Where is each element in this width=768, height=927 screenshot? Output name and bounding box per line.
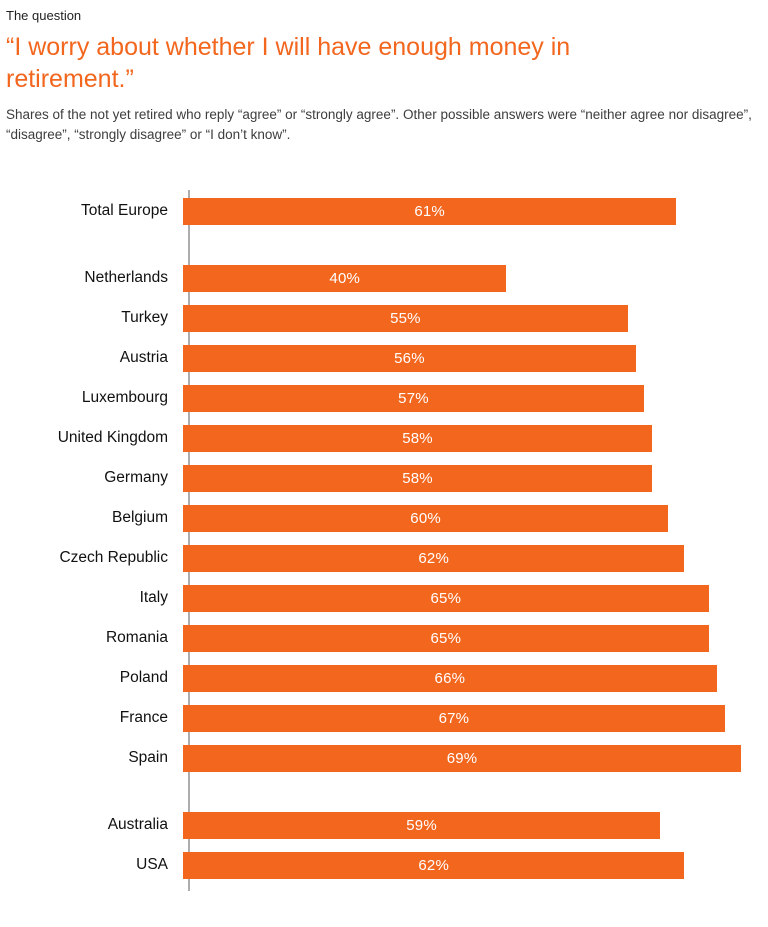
bar-track: 56% [183, 344, 741, 372]
bar-value-label: 62% [418, 856, 449, 874]
category-label: Australia [107, 816, 168, 833]
bar-track: 66% [183, 664, 741, 692]
bar-track: 57% [183, 384, 741, 412]
bar-row: Romania 65% [6, 624, 760, 652]
bar-group-european-countries: Netherlands 40% Turkey 55% Austria 56% Luxembo… [6, 264, 760, 772]
chart-subtitle: Shares of the not yet retired who reply … [6, 107, 752, 143]
bar-track: 55% [183, 304, 741, 332]
bar-value-label: 66% [434, 669, 466, 687]
bar: 62% [183, 544, 685, 572]
bar-row: Total Europe 61% [6, 197, 760, 225]
category-label: France [119, 709, 168, 726]
bar-value-label: 62% [418, 549, 449, 567]
bar-track: 40% [183, 264, 741, 292]
bar-row: France 67% [6, 704, 760, 732]
category-label: Romania [105, 629, 168, 646]
bar-row: Luxembourg 57% [6, 384, 760, 412]
bar-track: 58% [183, 424, 741, 452]
bar-track: 61% [183, 197, 741, 225]
bar-value-label: 58% [402, 429, 433, 447]
bar: 58% [183, 464, 653, 492]
bar: 56% [183, 344, 636, 372]
bar: 59% [183, 811, 661, 839]
bar-track: 67% [183, 704, 741, 732]
bar-value-label: 59% [406, 816, 437, 834]
bar-value-label: 65% [430, 589, 462, 607]
category-label: Poland [119, 669, 168, 686]
category-label: USA [136, 856, 168, 873]
bar: 65% [183, 624, 709, 652]
bar: 55% [183, 304, 628, 332]
bar-track: 60% [183, 504, 741, 532]
bar-track: 59% [183, 811, 741, 839]
bar-row: Italy 65% [6, 584, 760, 612]
bar-value-label: 58% [402, 469, 433, 487]
bar-track: 58% [183, 464, 741, 492]
bar-value-label: 57% [398, 389, 429, 407]
bar-row: United Kingdom 58% [6, 424, 760, 452]
category-label: Spain [128, 749, 168, 766]
bar: 69% [183, 744, 741, 772]
category-label: Luxembourg [81, 389, 168, 406]
bar-row: Germany 58% [6, 464, 760, 492]
bar-row: Turkey 55% [6, 304, 760, 332]
bar-group-non-european-countries: Australia 59% USA 62% [6, 811, 760, 879]
bar-row: Czech Republic 62% [6, 544, 760, 572]
bar-track: 62% [183, 851, 741, 879]
bar-track: 69% [183, 744, 741, 772]
bar-chart: Total Europe 61% Netherlands 40% Turkey 55% Au… [6, 189, 760, 891]
bar: 61% [183, 197, 677, 225]
bar-value-label: 65% [430, 629, 462, 647]
bar-row: Austria 56% [6, 344, 760, 372]
bar-row: Spain 69% [6, 744, 760, 772]
y-axis-line [188, 189, 190, 891]
category-label: Turkey [121, 309, 168, 326]
bar-track: 62% [183, 544, 741, 572]
bar: 66% [183, 664, 717, 692]
chart-title: “I worry about whether I will have enoug… [6, 33, 571, 93]
bar-value-label: 40% [329, 269, 361, 287]
bar-value-label: 60% [410, 509, 441, 527]
bar-row: USA 62% [6, 851, 760, 879]
bar-group-total: Total Europe 61% [6, 197, 760, 225]
bar-track: 65% [183, 624, 741, 652]
bar: 58% [183, 424, 653, 452]
category-label: Italy [139, 589, 168, 606]
category-label: Czech Republic [59, 549, 168, 566]
category-label: Germany [104, 469, 168, 486]
category-label: United Kingdom [57, 429, 168, 446]
bar-value-label: 55% [390, 309, 421, 327]
bar: 62% [183, 851, 685, 879]
bar: 60% [183, 504, 669, 532]
category-label: Netherlands [84, 269, 168, 286]
category-label: Total Europe [80, 202, 168, 219]
eyebrow-label: The question [6, 8, 82, 23]
bar: 65% [183, 584, 709, 612]
category-label: Belgium [112, 509, 168, 526]
bar-value-label: 67% [438, 709, 470, 727]
bar-row: Poland 66% [6, 664, 760, 692]
bar-row: Australia 59% [6, 811, 760, 839]
bar: 57% [183, 384, 644, 412]
bar-value-label: 56% [394, 349, 425, 367]
bar-row: Netherlands 40% [6, 264, 760, 292]
bar: 40% [183, 264, 507, 292]
bar-groups: Total Europe 61% Netherlands 40% Turkey 55% Au… [6, 197, 760, 879]
bar-track: 65% [183, 584, 741, 612]
bar-row: Belgium 60% [6, 504, 760, 532]
bar: 67% [183, 704, 725, 732]
bar-value-label: 69% [446, 749, 478, 767]
bar-value-label: 61% [414, 202, 445, 220]
category-label: Austria [119, 349, 168, 366]
